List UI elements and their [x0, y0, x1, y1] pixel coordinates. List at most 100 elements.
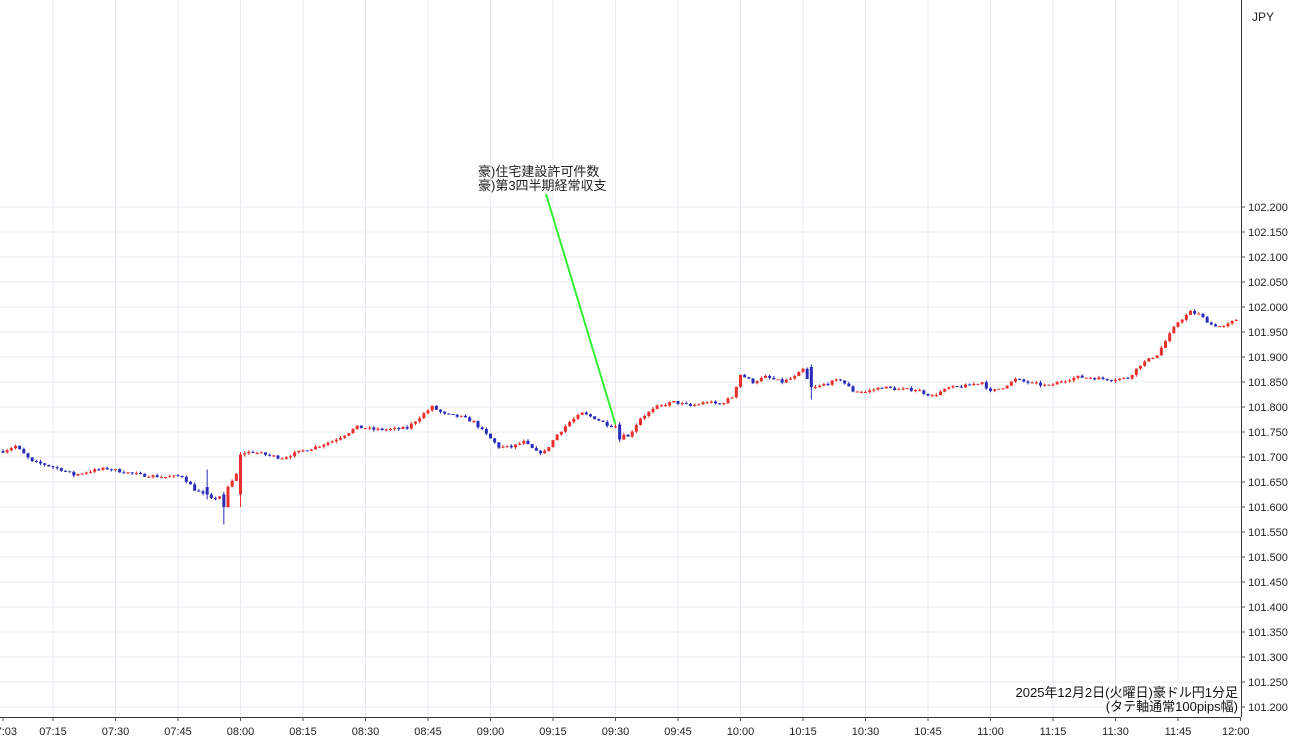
candle-body: [751, 378, 755, 384]
candle-body: [914, 390, 917, 392]
candle-body: [268, 454, 272, 456]
candle-body: [839, 379, 842, 381]
candle-body: [26, 453, 30, 458]
candle-body: [759, 377, 763, 382]
annotation: 豪)住宅建設許可件数 豪)第3四半期経常収支: [478, 164, 617, 425]
candle-body: [18, 445, 22, 450]
candle-body: [697, 404, 701, 406]
candle-body: [1205, 317, 1209, 323]
candle-body: [1101, 377, 1105, 379]
candle-body: [1114, 380, 1117, 382]
candle-body: [205, 487, 209, 495]
candle-body: [322, 444, 326, 447]
axes: JPY 101.200101.250101.300101.350101.4001…: [0, 0, 1288, 738]
candle-body: [589, 414, 592, 417]
candle-body: [830, 380, 834, 385]
candle-body: [1076, 375, 1080, 378]
annotation-label-line-1: 豪)住宅建設許可件数: [478, 164, 599, 179]
x-tick-label: 10:30: [852, 726, 880, 738]
candle-body: [1193, 310, 1197, 314]
candle-body: [1, 451, 5, 453]
candle-body: [526, 440, 530, 445]
y-tick-label: 101.600: [1248, 502, 1288, 514]
candle-body: [234, 473, 238, 481]
candle-body: [334, 439, 338, 442]
candle-body: [480, 427, 484, 429]
candle-body: [151, 475, 155, 478]
candle-body: [1159, 347, 1163, 356]
candle-body: [834, 379, 838, 381]
candle-body: [193, 484, 197, 491]
candle-body: [47, 464, 51, 467]
candle-body: [630, 431, 634, 437]
candle-body: [930, 395, 934, 397]
candle-body: [1097, 377, 1101, 380]
candle-body: [1080, 375, 1084, 378]
candle-body: [284, 457, 288, 459]
caption-line-2: (タテ軸通常100pips幅): [1106, 699, 1238, 714]
candle-body: [280, 458, 284, 460]
candle-body: [197, 490, 201, 492]
candle-body: [714, 401, 717, 404]
candle-body: [876, 387, 880, 390]
candle-body: [559, 431, 563, 435]
candle-body: [293, 452, 297, 457]
candle-body: [601, 420, 605, 422]
x-tick-label: 11:45: [1165, 726, 1192, 738]
candle-body: [951, 386, 955, 388]
candle-body: [901, 388, 905, 390]
candle-body: [34, 461, 38, 463]
x-tick-label: 08:15: [289, 726, 317, 738]
candle-body: [709, 401, 713, 403]
candle-body: [518, 443, 522, 445]
candle-body: [5, 450, 9, 453]
candle-body: [943, 388, 947, 392]
candle-body: [297, 450, 301, 453]
candle-body: [1197, 313, 1201, 315]
candle-body: [247, 451, 251, 454]
candle-body: [797, 371, 801, 377]
candle-body: [1147, 358, 1151, 362]
candle-body: [318, 446, 322, 448]
y-tick-label: 101.650: [1248, 477, 1288, 489]
candle-body: [897, 389, 901, 391]
candle-body: [476, 421, 480, 428]
candle-body: [734, 386, 738, 398]
candle-body: [555, 434, 559, 441]
candle-body: [376, 428, 380, 430]
candle-body: [564, 426, 567, 432]
candle-body: [701, 402, 705, 405]
candle-body: [405, 426, 409, 429]
candle-body: [643, 415, 647, 419]
candle-body: [1176, 322, 1180, 327]
candle-body: [209, 494, 213, 499]
candle-body: [1022, 379, 1026, 382]
candle-body: [439, 409, 442, 412]
candle-body: [30, 457, 34, 462]
candle-body: [976, 383, 980, 385]
candle-body: [509, 445, 513, 448]
y-tick-labels: 101.200 101.250 101.300 101.350 101.400 101.4…: [1241, 202, 1288, 714]
candle-body: [543, 450, 547, 454]
candle-body: [159, 477, 163, 479]
candle-body: [776, 379, 780, 381]
candle-body: [14, 445, 17, 449]
candle-body: [255, 452, 259, 454]
candle-body: [330, 441, 334, 443]
candle-body: [226, 486, 230, 507]
x-tick-label: 11:00: [977, 726, 1004, 738]
candle-body: [1059, 381, 1063, 383]
y-tick-label: 101.850: [1248, 377, 1288, 389]
candle-body: [639, 418, 642, 426]
candle-body: [430, 405, 434, 411]
candle-body: [580, 412, 584, 415]
candle-body: [993, 389, 997, 391]
candle-body: [114, 469, 117, 471]
candle-body: [1089, 377, 1092, 379]
candle-body: [668, 402, 672, 406]
candle-body: [922, 390, 926, 394]
candle-body: [1043, 384, 1047, 386]
candle-body: [522, 440, 526, 444]
candle-body: [155, 475, 159, 478]
candle-body: [1218, 326, 1222, 328]
